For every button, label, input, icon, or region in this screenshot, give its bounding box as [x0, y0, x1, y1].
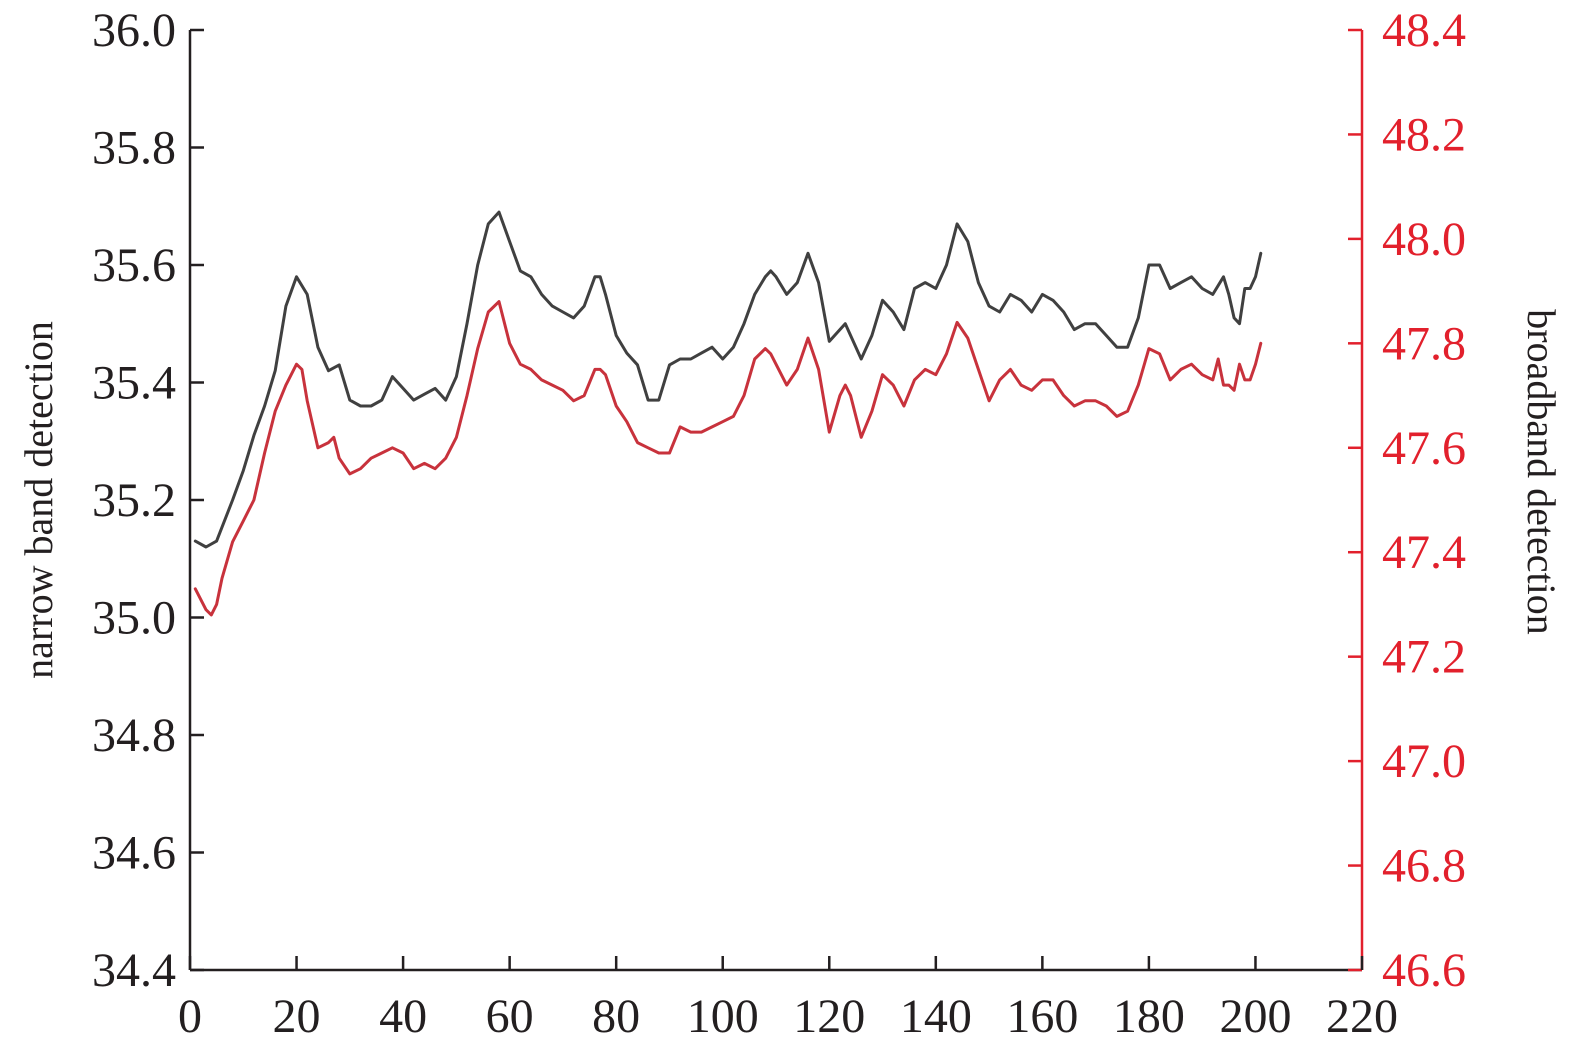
left-tick-label: 34.4 — [92, 944, 176, 997]
x-tick-label: 60 — [486, 990, 534, 1043]
x-tick-label: 100 — [687, 990, 759, 1043]
x-tick-label: 140 — [900, 990, 972, 1043]
right-tick-label: 46.8 — [1382, 840, 1466, 893]
right-tick-label: 48.0 — [1382, 213, 1466, 266]
plot-frame — [188, 30, 1364, 972]
right-y-axis: 46.6 46.8 47.0 47.2 47.4 47.6 47.8 48.0 48.2 48.4 — [1348, 4, 1466, 997]
right-tick-label: 46.6 — [1382, 944, 1466, 997]
right-tick-label: 47.6 — [1382, 422, 1466, 475]
left-tick-label: 35.6 — [92, 239, 176, 292]
x-tick-label: 20 — [273, 990, 321, 1043]
right-tick-label: 47.8 — [1382, 317, 1466, 370]
left-tick-label: 35.2 — [92, 474, 176, 527]
x-tick-label: 160 — [1006, 990, 1078, 1043]
right-axis-title: broadband detection — [1519, 309, 1564, 634]
x-tick-label: 120 — [793, 990, 865, 1043]
x-tick-label: 40 — [379, 990, 427, 1043]
right-tick-label: 47.2 — [1382, 631, 1466, 684]
right-tick-label: 47.0 — [1382, 735, 1466, 788]
right-tick-label: 48.2 — [1382, 108, 1466, 161]
x-tick-label: 200 — [1219, 990, 1291, 1043]
left-y-axis: 34.4 34.6 34.8 35.0 35.2 35.4 35.6 35.8 36.0 — [92, 4, 204, 997]
left-axis-title: narrow band detection — [16, 321, 61, 679]
x-tick-label: 0 — [178, 990, 202, 1043]
narrow-band-series-line — [193, 210, 1263, 549]
left-tick-label: 35.8 — [92, 122, 176, 175]
left-tick-label: 34.8 — [92, 709, 176, 762]
x-axis: 0 20 40 60 80 100 120 140 160 180 200 220 — [178, 956, 1398, 1043]
left-tick-label: 35.0 — [92, 592, 176, 645]
left-tick-label: 36.0 — [92, 4, 176, 57]
series-lines — [193, 210, 1263, 617]
x-tick-label: 80 — [592, 990, 640, 1043]
right-tick-label: 47.4 — [1382, 526, 1466, 579]
left-tick-label: 34.6 — [92, 827, 176, 880]
right-tick-label: 48.4 — [1382, 4, 1466, 57]
x-tick-label: 180 — [1113, 990, 1185, 1043]
x-tick-label: 220 — [1326, 990, 1398, 1043]
left-tick-label: 35.4 — [92, 357, 176, 410]
broadband-series-line — [193, 300, 1263, 617]
